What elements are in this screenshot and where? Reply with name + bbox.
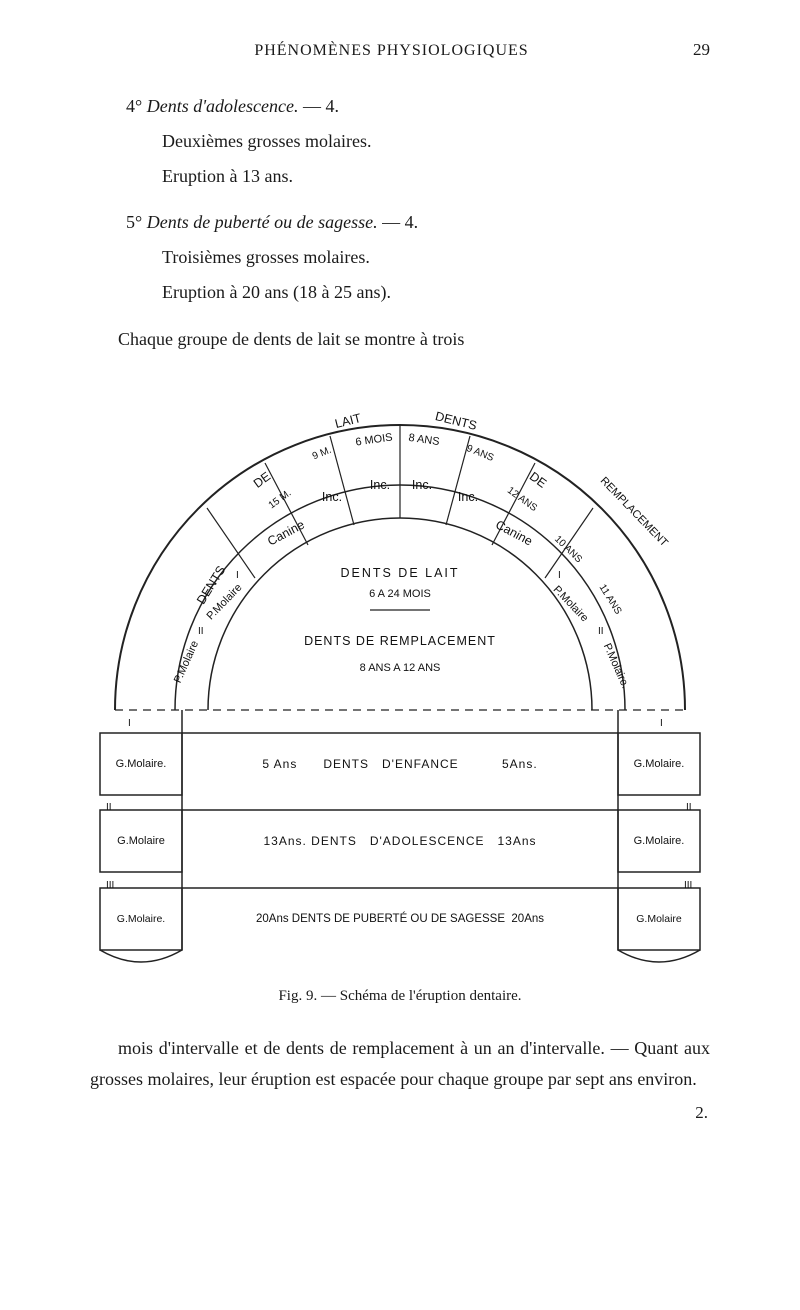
lbl-ii-r: II <box>598 626 604 637</box>
lbl-r2-left: G.Molaire <box>117 835 165 847</box>
lbl-r3-right: G.Molaire <box>636 913 682 925</box>
figure-caption: Fig. 9. — Schéma de l'éruption dentaire. <box>90 988 710 1005</box>
sec5-line1: Troisièmes grosses molaires. <box>90 243 710 272</box>
sec4-line1: Deuxièmes grosses molaires. <box>90 127 710 156</box>
running-head: PHÉNOMÈNES PHYSIOLOGIQUES <box>90 42 693 60</box>
sec4-title: Dents d'adolescence. <box>147 96 299 116</box>
lbl-dents-remp-sub: 8 ANS A 12 ANS <box>360 662 441 674</box>
sec4-heading: 4° Dents d'adolescence. — 4. <box>90 92 710 121</box>
sec5-title: Dents de puberté ou de sagesse. <box>147 212 378 232</box>
sec5-heading: 5° Dents de puberté ou de sagesse. — 4. <box>90 208 710 237</box>
body-paragraph: mois d'intervalle et de dents de remplac… <box>90 1033 710 1094</box>
lbl-dents-lait-sub: 6 A 24 MOIS <box>369 588 431 600</box>
lbl-inc-2: Inc. <box>370 478 390 492</box>
lbl-r1-left: G.Molaire. <box>116 758 167 770</box>
eruption-diagram: LAIT 6 MOIS 8 ANS DENTS 9 M. 9 ANS DE 15… <box>90 378 710 978</box>
sec4-line2: Eruption à 13 ans. <box>90 162 710 191</box>
lbl-r1-right: G.Molaire. <box>634 758 685 770</box>
lbl-r1-i-l: I <box>128 718 131 729</box>
page-number: 29 <box>693 40 710 60</box>
lbl-inc-3: Inc. <box>412 478 432 492</box>
sec4-tail: — 4. <box>299 96 340 116</box>
intro-paragraph: Chaque groupe de dents de lait se montre… <box>90 325 710 355</box>
lbl-ii-l: II <box>198 626 204 637</box>
lbl-inc-4: Inc. <box>458 490 478 504</box>
lbl-r2-right: G.Molaire. <box>634 835 685 847</box>
lbl-dents-lait: DENTS DE LAIT <box>340 566 459 580</box>
lbl-inc-1: Inc. <box>322 490 342 504</box>
lbl-r3-left: G.Molaire. <box>117 913 165 925</box>
lbl-i-l: I <box>236 570 239 581</box>
sec4-num: 4° <box>126 96 142 116</box>
sec5-tail: — 4. <box>378 212 419 232</box>
lbl-r3-text: 20Ans DENTS DE PUBERTÉ OU DE SAGESSE 20A… <box>256 913 544 925</box>
lbl-r2-ii-l: II <box>106 802 112 813</box>
lbl-r1-i-r: I <box>660 718 663 729</box>
lbl-r3-iii-r: III <box>684 880 692 891</box>
lbl-r2-ii-r: II <box>686 802 692 813</box>
signature-number: 2. <box>90 1103 710 1123</box>
sec5-num: 5° <box>126 212 142 232</box>
lbl-r3-iii-l: III <box>106 880 114 891</box>
lbl-r1-text: 5 Ans DENTS D'ENFANCE 5Ans. <box>262 757 537 771</box>
sec5-line2: Eruption à 20 ans (18 à 25 ans). <box>90 278 710 307</box>
lbl-i-r: I <box>558 570 561 581</box>
lbl-dents-remp: DENTS DE REMPLACEMENT <box>304 634 496 648</box>
lbl-r2-text: 13Ans. DENTS D'ADOLESCENCE 13Ans <box>263 834 536 848</box>
